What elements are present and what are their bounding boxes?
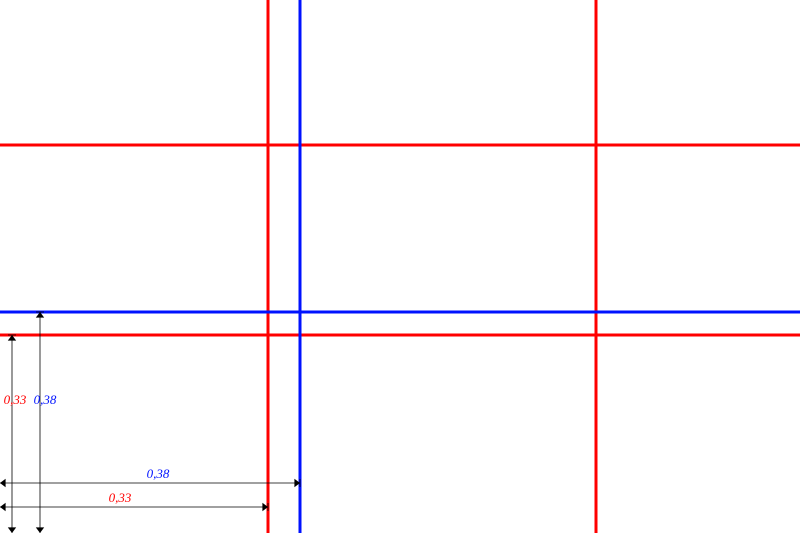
dim-label-v_red_033: 0,33 (4, 392, 27, 407)
dim-label-v_blue_038: 0,38 (34, 392, 57, 407)
dim-label-h_red_033: 0,33 (109, 490, 132, 505)
dim-label-h_blue_038: 0,38 (147, 466, 170, 481)
canvas-bg (0, 0, 800, 533)
grid-diagram: 0,38 0,33 0,38 0,33 (0, 0, 800, 533)
